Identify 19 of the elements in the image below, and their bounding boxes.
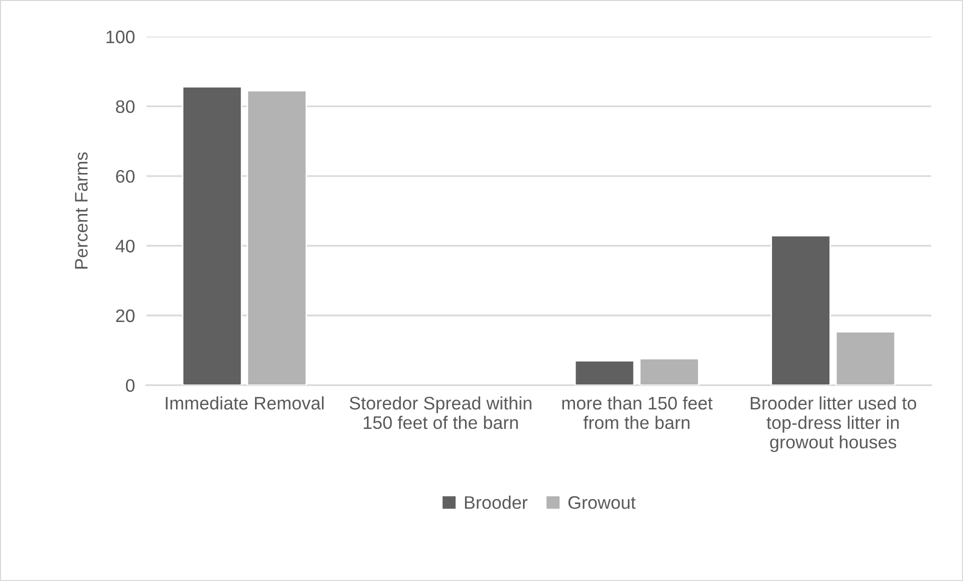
y-axis-title: Percent Farms (75, 152, 88, 269)
x-tick-label: Brooder litter used to top-dress litter in growout houses (750, 396, 916, 452)
bar (182, 86, 242, 386)
y-tick-label: 40 (116, 240, 135, 252)
y-tick-label: 80 (116, 100, 135, 114)
bar (574, 360, 635, 386)
legend-label: Brooder (465, 496, 528, 509)
x-tick-label: Immediate Removal (166, 396, 324, 410)
x-tick-label: Storedor Spread within 150 feet of the barn (350, 396, 532, 430)
x-tick-label: more than 150 feet from the barn (562, 396, 713, 430)
bar (835, 331, 896, 386)
bar (246, 90, 307, 386)
y-tick-label: 0 (126, 379, 135, 392)
y-tick-label: 20 (116, 309, 135, 322)
legend-label: Growout (568, 496, 636, 509)
y-tick-label: 60 (116, 170, 135, 183)
bar (770, 234, 831, 386)
bar (639, 358, 700, 386)
y-tick-label: 100 (106, 30, 135, 44)
